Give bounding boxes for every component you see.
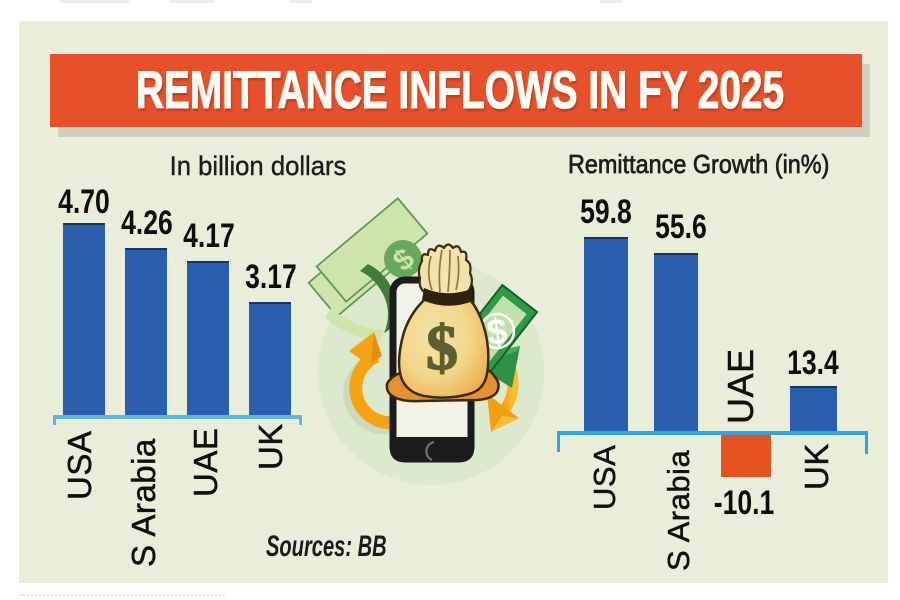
svg-text:$: $ [426,312,458,383]
